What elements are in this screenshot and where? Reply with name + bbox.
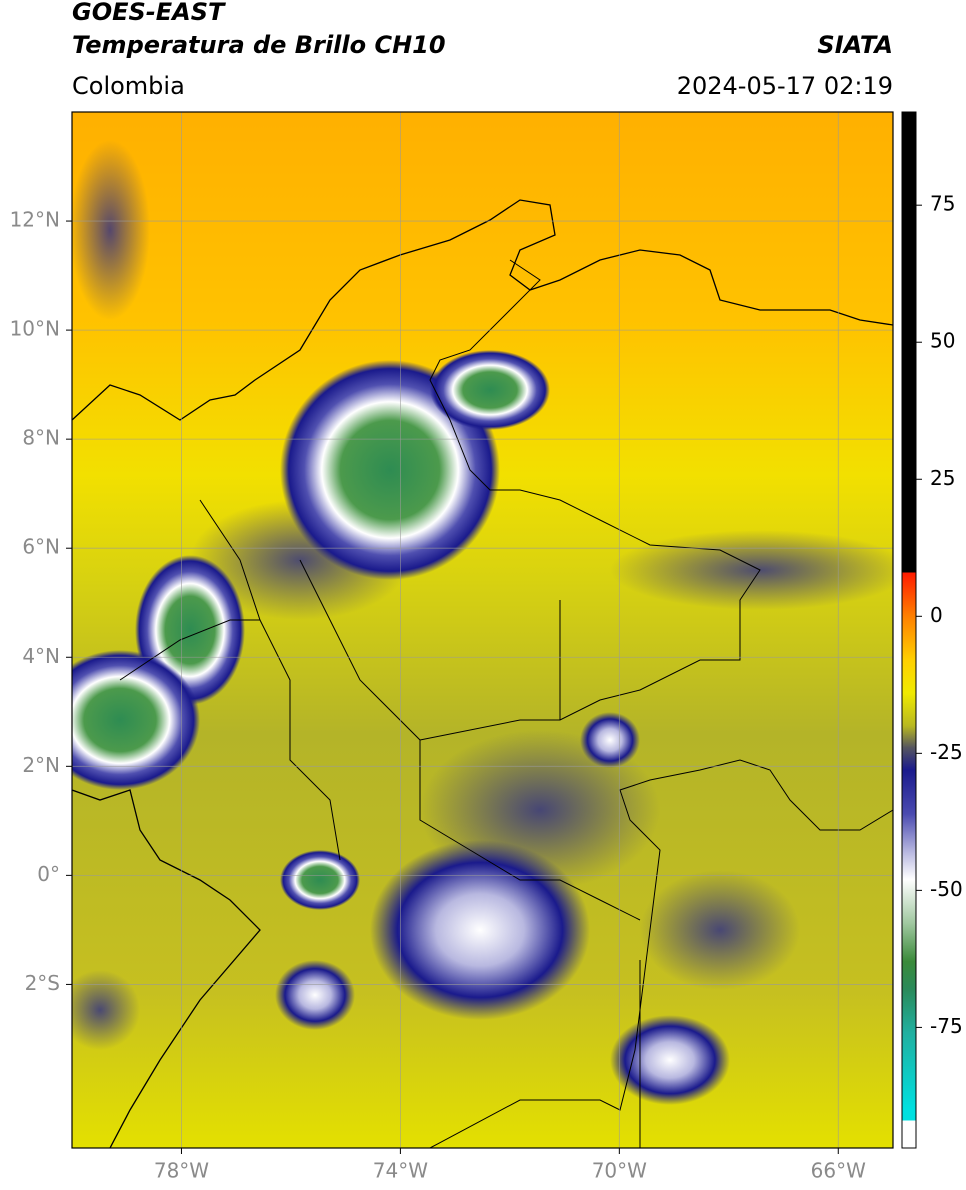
colorbar (901, 111, 917, 1149)
colorbar-tick-label: 50 (930, 329, 955, 353)
colorbar-tick-label: 75 (930, 192, 955, 216)
satellite-image (72, 112, 893, 1148)
y-tick-label: 12°N (10, 208, 60, 232)
x-tick-label: 74°W (373, 1159, 428, 1183)
colorbar-tick-label: -75 (930, 1014, 963, 1038)
map-frame (71, 111, 894, 1149)
source: SIATA (817, 31, 893, 59)
subtitle: Temperatura de Brillo CH10 (72, 31, 446, 59)
y-tick-label: 0° (37, 862, 60, 886)
y-tick-label: 6°N (22, 535, 60, 559)
colorbar-tick-label: 0 (930, 603, 943, 627)
y-tick-label: 4°N (22, 644, 60, 668)
title: GOES-EAST (72, 0, 226, 26)
region: Colombia (72, 72, 185, 100)
axis-labels: 78°W 74°W 70°W 66°W 12°N 10°N 8°N 6°N 4°N 2°N 0° 2°… (10, 208, 867, 1183)
x-tick-label: 66°W (811, 1159, 866, 1183)
graticule (72, 112, 893, 1148)
y-tick-label: 10°N (10, 317, 60, 341)
colorbar-ticks: 75 50 25 0 -25 -50 -75 (916, 192, 963, 1038)
y-tick-label: 2°S (25, 971, 60, 995)
y-tick-label: 8°N (22, 426, 60, 450)
colorbar-tick-label: -50 (930, 877, 963, 901)
y-tick-label: 2°N (22, 753, 60, 777)
colorbar-tick-label: -25 (930, 740, 963, 764)
x-tick-label: 70°W (592, 1159, 647, 1183)
timestamp: 2024-05-17 02:19 (677, 72, 893, 100)
x-tick-label: 78°W (154, 1159, 209, 1183)
colorbar-tick-label: 25 (930, 466, 955, 490)
